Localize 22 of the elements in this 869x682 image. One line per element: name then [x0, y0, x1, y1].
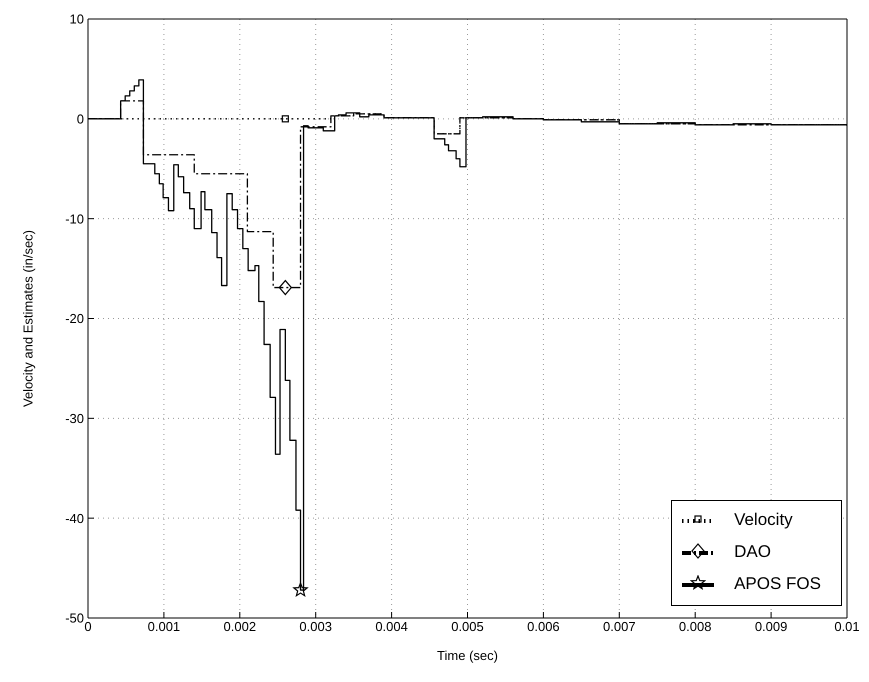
x-tick-label: 0.002: [224, 619, 256, 634]
x-tick-label: 0.005: [451, 619, 484, 634]
x-axis-title: Time (sec): [437, 648, 498, 663]
y-tick-label: -10: [65, 211, 84, 226]
y-tick-label: -20: [65, 311, 84, 326]
x-tick-label: 0.007: [603, 619, 636, 634]
x-tick-label: 0.008: [678, 619, 712, 634]
legend-label: Velocity: [734, 510, 793, 530]
x-tick-label: 0.01: [834, 619, 860, 634]
y-axis-title: Velocity and Estimates (in/sec): [20, 230, 36, 408]
y-tick-label: -30: [65, 410, 84, 426]
x-tick-label: 0.001: [148, 619, 180, 634]
legend-label: APOS FOS: [734, 574, 821, 594]
y-tick-label: 0: [76, 111, 84, 126]
y-tick-label: -40: [65, 510, 84, 526]
x-tick-label: 0.004: [375, 619, 408, 634]
y-tick-label: 10: [70, 12, 84, 27]
x-tick-label: 0.009: [754, 619, 788, 634]
legend-label: DAO: [734, 542, 771, 562]
x-tick-label: 0.003: [299, 619, 332, 634]
x-tick-label: 0.006: [527, 619, 560, 634]
y-tick-label: -50: [65, 610, 84, 626]
